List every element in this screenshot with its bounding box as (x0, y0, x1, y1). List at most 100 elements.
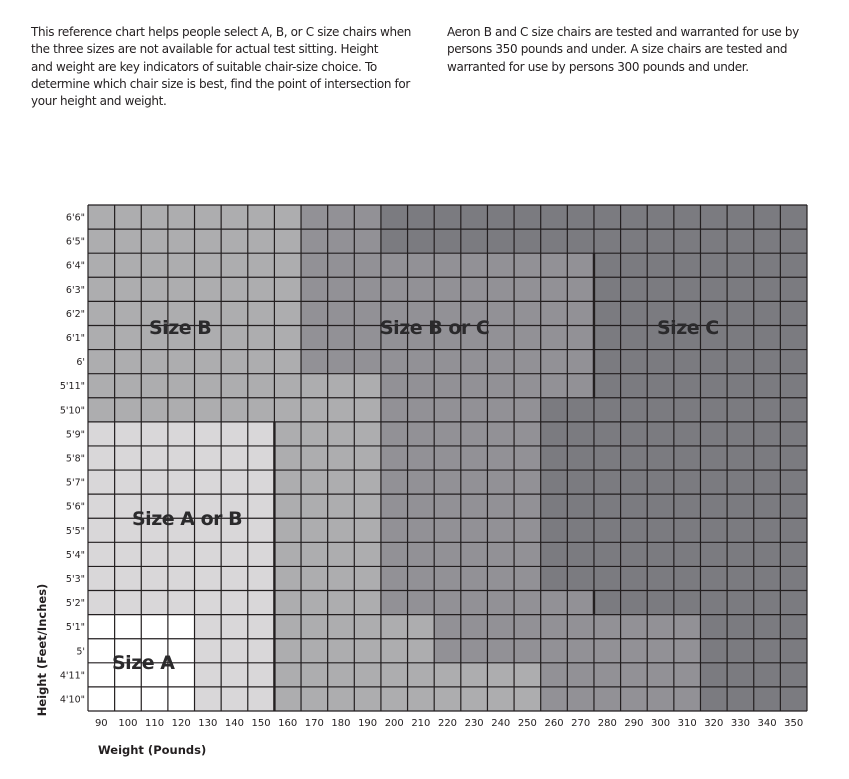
cell (301, 662, 328, 688)
cell (194, 421, 222, 447)
cell (407, 494, 435, 519)
cell (114, 686, 142, 712)
cell (540, 373, 568, 399)
cell (567, 686, 595, 712)
cell (727, 373, 755, 399)
cell (700, 566, 728, 591)
cell (88, 421, 115, 447)
x-tick-label: 200 (385, 718, 404, 729)
cell (780, 205, 808, 230)
cell (114, 614, 142, 640)
cell (567, 277, 595, 302)
cell (780, 325, 808, 350)
cell (167, 373, 195, 399)
cell (727, 445, 755, 471)
cell (301, 590, 328, 615)
cell (487, 518, 515, 543)
cell (380, 494, 408, 519)
text-line: warranted for use by persons 300 pounds … (447, 59, 749, 74)
cell (487, 421, 515, 447)
region-label-size-a-or-b: Size A or B (132, 508, 242, 530)
cell (727, 638, 755, 664)
cell (141, 614, 169, 640)
cell (434, 421, 462, 447)
cell (434, 325, 462, 350)
cell (434, 686, 462, 712)
cell (647, 253, 675, 278)
cell (727, 614, 755, 640)
cell (753, 277, 781, 302)
cell (141, 373, 169, 399)
cell (274, 566, 302, 591)
cell (221, 325, 249, 350)
cell (274, 445, 302, 471)
cell (167, 686, 195, 712)
cell (673, 253, 701, 278)
cell (620, 349, 648, 374)
cell (673, 325, 701, 350)
cell (593, 662, 621, 688)
y-tick-label: 4'10" (60, 694, 85, 705)
cell (753, 686, 781, 712)
cell (88, 229, 115, 254)
cell (247, 253, 275, 278)
cell (673, 229, 701, 254)
cell (487, 325, 515, 350)
cell (114, 349, 142, 374)
cell (247, 301, 275, 326)
cell (354, 205, 382, 230)
cell (434, 229, 462, 254)
cell (673, 397, 701, 423)
y-tick-label: 4'11" (60, 670, 85, 681)
cell (380, 614, 408, 640)
cell (593, 566, 621, 591)
cell (327, 301, 355, 326)
cell (460, 349, 488, 374)
cell (88, 566, 115, 591)
cell (354, 397, 382, 423)
cell (221, 518, 249, 543)
cell (567, 421, 595, 447)
cell (327, 397, 355, 423)
cell (247, 638, 275, 664)
cell (167, 662, 195, 688)
cell (354, 325, 382, 350)
cell (221, 662, 249, 688)
cell (407, 686, 435, 712)
cell (753, 445, 781, 471)
cell (700, 470, 728, 495)
cell (673, 301, 701, 326)
cell (700, 686, 728, 712)
cell (247, 277, 275, 302)
cell (327, 470, 355, 495)
x-tick-label: 240 (491, 718, 510, 729)
cell (407, 373, 435, 399)
x-tick-label: 310 (678, 718, 697, 729)
cell (380, 590, 408, 615)
cell (194, 566, 222, 591)
cell (327, 421, 355, 447)
cell (514, 325, 542, 350)
cell (88, 542, 115, 567)
cell (327, 566, 355, 591)
cell (221, 445, 249, 471)
cell (434, 614, 462, 640)
cell (514, 445, 542, 471)
cell (620, 325, 648, 350)
cell (380, 325, 408, 350)
cell (88, 301, 115, 326)
cell (354, 349, 382, 374)
cell (274, 229, 302, 254)
y-tick-label: 5'11" (60, 381, 85, 392)
cell (673, 205, 701, 230)
cell (301, 373, 328, 399)
cell (221, 205, 249, 230)
cell (354, 590, 382, 615)
y-tick-label: 5'2" (66, 598, 85, 609)
cell (647, 373, 675, 399)
cell (274, 373, 302, 399)
cell (727, 253, 755, 278)
cell (780, 542, 808, 567)
cell (354, 229, 382, 254)
cell (301, 638, 328, 664)
